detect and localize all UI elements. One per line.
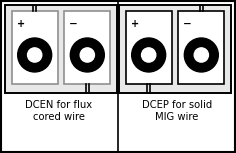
Bar: [119, 5, 231, 93]
Circle shape: [80, 48, 94, 62]
Bar: [178, 11, 224, 84]
Circle shape: [28, 48, 42, 62]
Circle shape: [194, 48, 208, 62]
Circle shape: [132, 38, 166, 72]
Circle shape: [70, 38, 104, 72]
Circle shape: [18, 38, 52, 72]
Bar: [126, 11, 172, 84]
Bar: [64, 11, 110, 84]
Text: +: +: [131, 19, 139, 29]
Text: −: −: [183, 19, 192, 29]
Bar: [12, 11, 58, 84]
Text: +: +: [17, 19, 25, 29]
Text: −: −: [69, 19, 78, 29]
Text: DCEN for flux
cored wire: DCEN for flux cored wire: [25, 100, 93, 122]
Circle shape: [184, 38, 218, 72]
Text: DCEP for solid
MIG wire: DCEP for solid MIG wire: [142, 100, 212, 122]
Bar: [5, 5, 117, 93]
Circle shape: [142, 48, 156, 62]
